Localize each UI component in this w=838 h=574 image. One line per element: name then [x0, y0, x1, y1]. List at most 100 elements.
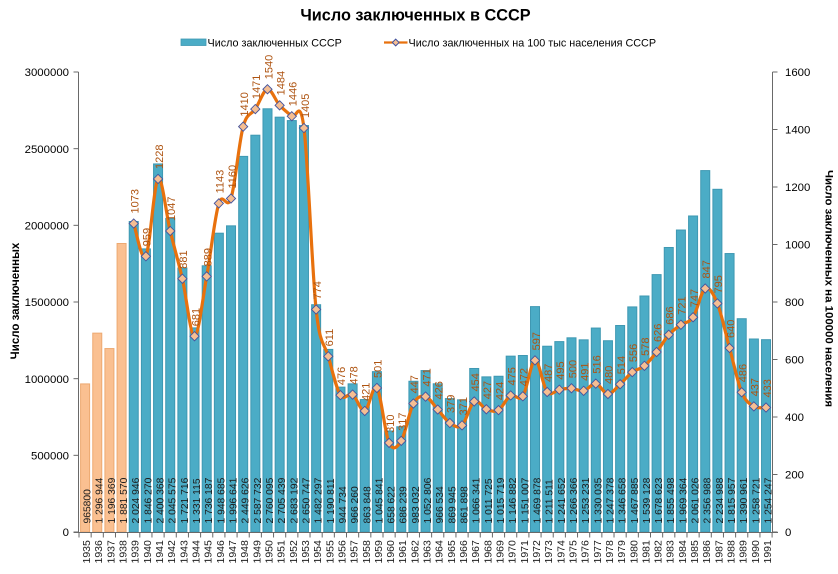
- svg-text:1 190 811: 1 190 811: [326, 478, 337, 523]
- svg-text:2 234 988: 2 234 988: [715, 477, 726, 523]
- svg-text:1 296 944: 1 296 944: [95, 477, 106, 523]
- svg-text:1967: 1967: [470, 540, 482, 564]
- svg-text:1955: 1955: [324, 540, 336, 564]
- svg-text:597: 597: [531, 332, 543, 350]
- svg-text:863 848: 863 848: [362, 486, 373, 523]
- svg-text:1963: 1963: [422, 540, 434, 564]
- svg-text:1972: 1972: [531, 540, 543, 564]
- svg-text:2000000: 2000000: [25, 221, 69, 233]
- svg-text:2 061 026: 2 061 026: [691, 477, 702, 523]
- svg-text:1960: 1960: [385, 540, 397, 564]
- svg-text:1 390 961: 1 390 961: [739, 477, 750, 523]
- svg-text:1951: 1951: [276, 540, 288, 564]
- svg-text:1 846 270: 1 846 270: [143, 477, 154, 523]
- svg-text:1 052 806: 1 052 806: [423, 477, 434, 523]
- svg-text:1941: 1941: [154, 540, 166, 564]
- svg-text:1961: 1961: [397, 540, 409, 564]
- svg-text:1986: 1986: [701, 540, 713, 564]
- svg-text:1 736 187: 1 736 187: [204, 477, 215, 523]
- svg-text:658 622: 658 622: [387, 486, 398, 523]
- svg-text:611: 611: [324, 329, 336, 347]
- svg-text:480: 480: [604, 366, 616, 384]
- svg-text:427: 427: [482, 381, 494, 399]
- svg-text:1962: 1962: [409, 540, 421, 564]
- svg-text:495: 495: [555, 361, 567, 379]
- svg-text:1000: 1000: [785, 240, 810, 252]
- svg-text:1 211 511: 1 211 511: [545, 479, 556, 524]
- svg-text:433: 433: [762, 379, 774, 397]
- svg-text:491: 491: [579, 362, 591, 380]
- svg-text:400: 400: [785, 412, 804, 424]
- svg-text:1 881 570: 1 881 570: [119, 477, 130, 523]
- svg-text:500: 500: [567, 360, 579, 378]
- svg-text:447: 447: [409, 375, 421, 393]
- svg-text:1 015 719: 1 015 719: [496, 477, 507, 523]
- svg-text:1 247 378: 1 247 378: [605, 477, 616, 523]
- svg-text:1947: 1947: [227, 540, 239, 564]
- svg-text:1980: 1980: [628, 540, 640, 564]
- svg-text:1 258 721: 1 258 721: [751, 477, 762, 523]
- svg-text:944 734: 944 734: [338, 486, 349, 523]
- svg-text:1 241 652: 1 241 652: [557, 477, 568, 523]
- svg-text:1047: 1047: [166, 197, 178, 221]
- svg-text:478: 478: [348, 366, 360, 384]
- svg-text:1400: 1400: [785, 125, 810, 137]
- svg-text:1952: 1952: [288, 540, 300, 564]
- svg-text:476: 476: [336, 367, 348, 385]
- svg-text:472: 472: [519, 368, 531, 386]
- svg-text:486: 486: [738, 364, 750, 382]
- svg-text:1943: 1943: [178, 540, 190, 564]
- svg-text:959: 959: [142, 228, 154, 246]
- svg-text:1958: 1958: [361, 540, 373, 564]
- svg-text:1990: 1990: [750, 540, 762, 564]
- svg-text:1987: 1987: [713, 540, 725, 564]
- svg-text:2 760 095: 2 760 095: [265, 477, 276, 523]
- svg-text:1948: 1948: [239, 540, 251, 564]
- svg-text:1 469 878: 1 469 878: [532, 477, 543, 523]
- svg-text:1936: 1936: [93, 540, 105, 564]
- svg-text:2 587 732: 2 587 732: [253, 477, 264, 523]
- svg-text:1228: 1228: [154, 144, 166, 168]
- svg-text:Число заключенных в СССР: Число заключенных в СССР: [300, 7, 530, 25]
- svg-text:Число заключенных на 100000 на: Число заключенных на 100000 населения: [823, 170, 835, 407]
- svg-text:475: 475: [506, 367, 518, 385]
- svg-text:847: 847: [701, 260, 713, 278]
- svg-text:1939: 1939: [130, 540, 142, 564]
- svg-text:1945: 1945: [203, 540, 215, 564]
- svg-text:966 260: 966 260: [350, 486, 361, 523]
- svg-text:516: 516: [592, 355, 604, 373]
- svg-text:881: 881: [178, 250, 190, 268]
- svg-text:1983: 1983: [665, 540, 677, 564]
- svg-text:2 045 575: 2 045 575: [168, 477, 179, 523]
- svg-text:1000000: 1000000: [25, 374, 69, 386]
- svg-text:1957: 1957: [349, 540, 361, 564]
- svg-text:1973: 1973: [543, 540, 555, 564]
- svg-text:800: 800: [785, 297, 804, 309]
- svg-text:424: 424: [494, 382, 506, 400]
- svg-text:Число заключенных: Число заключенных: [10, 242, 22, 359]
- svg-text:1976: 1976: [580, 540, 592, 564]
- svg-text:317: 317: [397, 413, 409, 431]
- svg-text:1949: 1949: [251, 540, 263, 564]
- svg-text:2 356 988: 2 356 988: [703, 477, 714, 523]
- svg-text:1 066 341: 1 066 341: [472, 477, 483, 523]
- svg-text:514: 514: [616, 356, 628, 374]
- svg-text:2 683 192: 2 683 192: [289, 477, 300, 523]
- svg-text:2 400 368: 2 400 368: [156, 477, 167, 523]
- svg-text:774: 774: [312, 281, 324, 299]
- svg-text:1937: 1937: [105, 540, 117, 564]
- svg-text:1940: 1940: [142, 540, 154, 564]
- svg-text:0: 0: [63, 527, 69, 539]
- svg-text:1 253 231: 1 253 231: [581, 477, 592, 523]
- svg-text:1405: 1405: [300, 94, 312, 118]
- svg-text:1989: 1989: [738, 540, 750, 564]
- svg-text:1969: 1969: [495, 540, 507, 564]
- svg-text:1 969 364: 1 969 364: [678, 477, 689, 523]
- svg-text:2 449 626: 2 449 626: [241, 477, 252, 523]
- svg-text:1 467 885: 1 467 885: [630, 477, 641, 523]
- svg-text:1 855 498: 1 855 498: [666, 477, 677, 523]
- svg-text:1978: 1978: [604, 540, 616, 564]
- svg-text:1 482 297: 1 482 297: [314, 477, 325, 523]
- svg-text:1 539 128: 1 539 128: [642, 477, 653, 523]
- svg-text:640: 640: [725, 320, 737, 338]
